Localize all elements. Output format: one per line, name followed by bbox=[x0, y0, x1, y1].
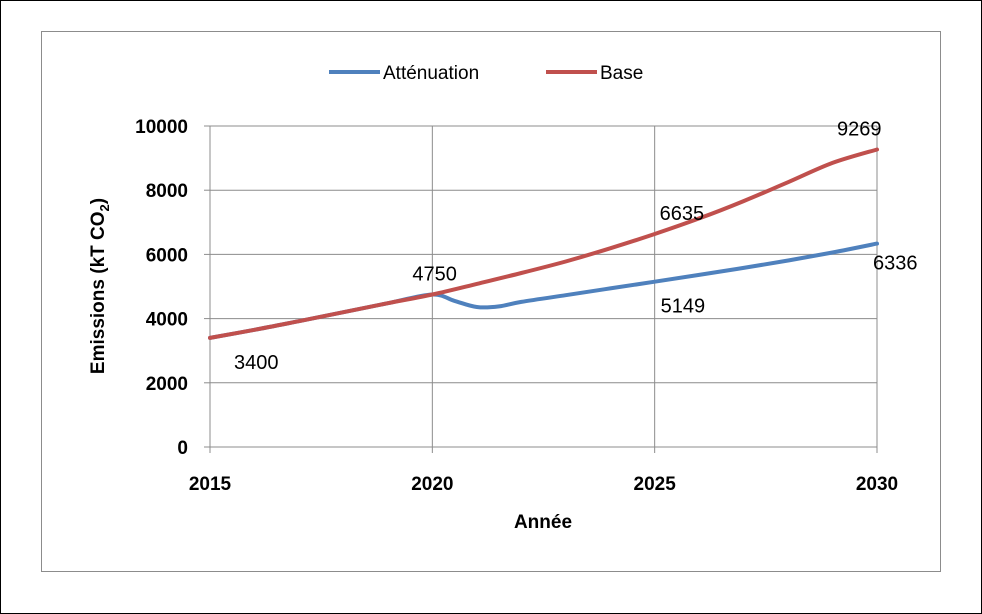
data-label: 4750 bbox=[412, 264, 457, 286]
data-labels: 3400 4750 6635 5149 9269 6336 bbox=[234, 118, 918, 373]
x-tick-label: 2020 bbox=[411, 474, 453, 495]
y-tick-label: 8000 bbox=[146, 181, 188, 202]
grid bbox=[210, 125, 878, 447]
y-tick-label: 2000 bbox=[146, 374, 188, 395]
axes bbox=[204, 125, 878, 453]
series-line-base bbox=[208, 147, 879, 340]
data-label: 6635 bbox=[660, 203, 705, 225]
legend-label-attenuation: Atténuation bbox=[383, 63, 479, 84]
x-tick-label: 2025 bbox=[634, 474, 677, 495]
series-layer bbox=[208, 147, 879, 340]
y-tick-label: 0 bbox=[177, 438, 188, 459]
data-label: 6336 bbox=[873, 253, 918, 275]
y-axis-title-subscript: 2 bbox=[97, 204, 112, 211]
x-tick-label: 2030 bbox=[856, 474, 898, 495]
x-axis-title: Année bbox=[514, 512, 572, 533]
tick-labels: 0 2000 4000 6000 8000 10000 2015 2020 2025 2030 bbox=[135, 117, 898, 495]
y-axis-title-suffix: ) bbox=[88, 198, 109, 204]
y-tick-label: 4000 bbox=[146, 310, 188, 331]
y-tick-label: 10000 bbox=[135, 117, 188, 138]
legend-label-base: Base bbox=[600, 63, 643, 84]
y-axis-title-main: Emissions (kT CO bbox=[88, 211, 109, 374]
data-label: 9269 bbox=[837, 118, 882, 140]
x-tick-label: 2015 bbox=[189, 474, 232, 495]
data-label: 3400 bbox=[234, 352, 279, 374]
data-label: 5149 bbox=[661, 296, 706, 318]
y-tick-label: 6000 bbox=[146, 245, 188, 266]
chart-area-border bbox=[41, 31, 941, 572]
y-axis-title: Emissions (kT CO2) bbox=[88, 198, 112, 374]
legend: Atténuation Base bbox=[329, 63, 643, 84]
series-line-attenuation bbox=[208, 241, 879, 340]
